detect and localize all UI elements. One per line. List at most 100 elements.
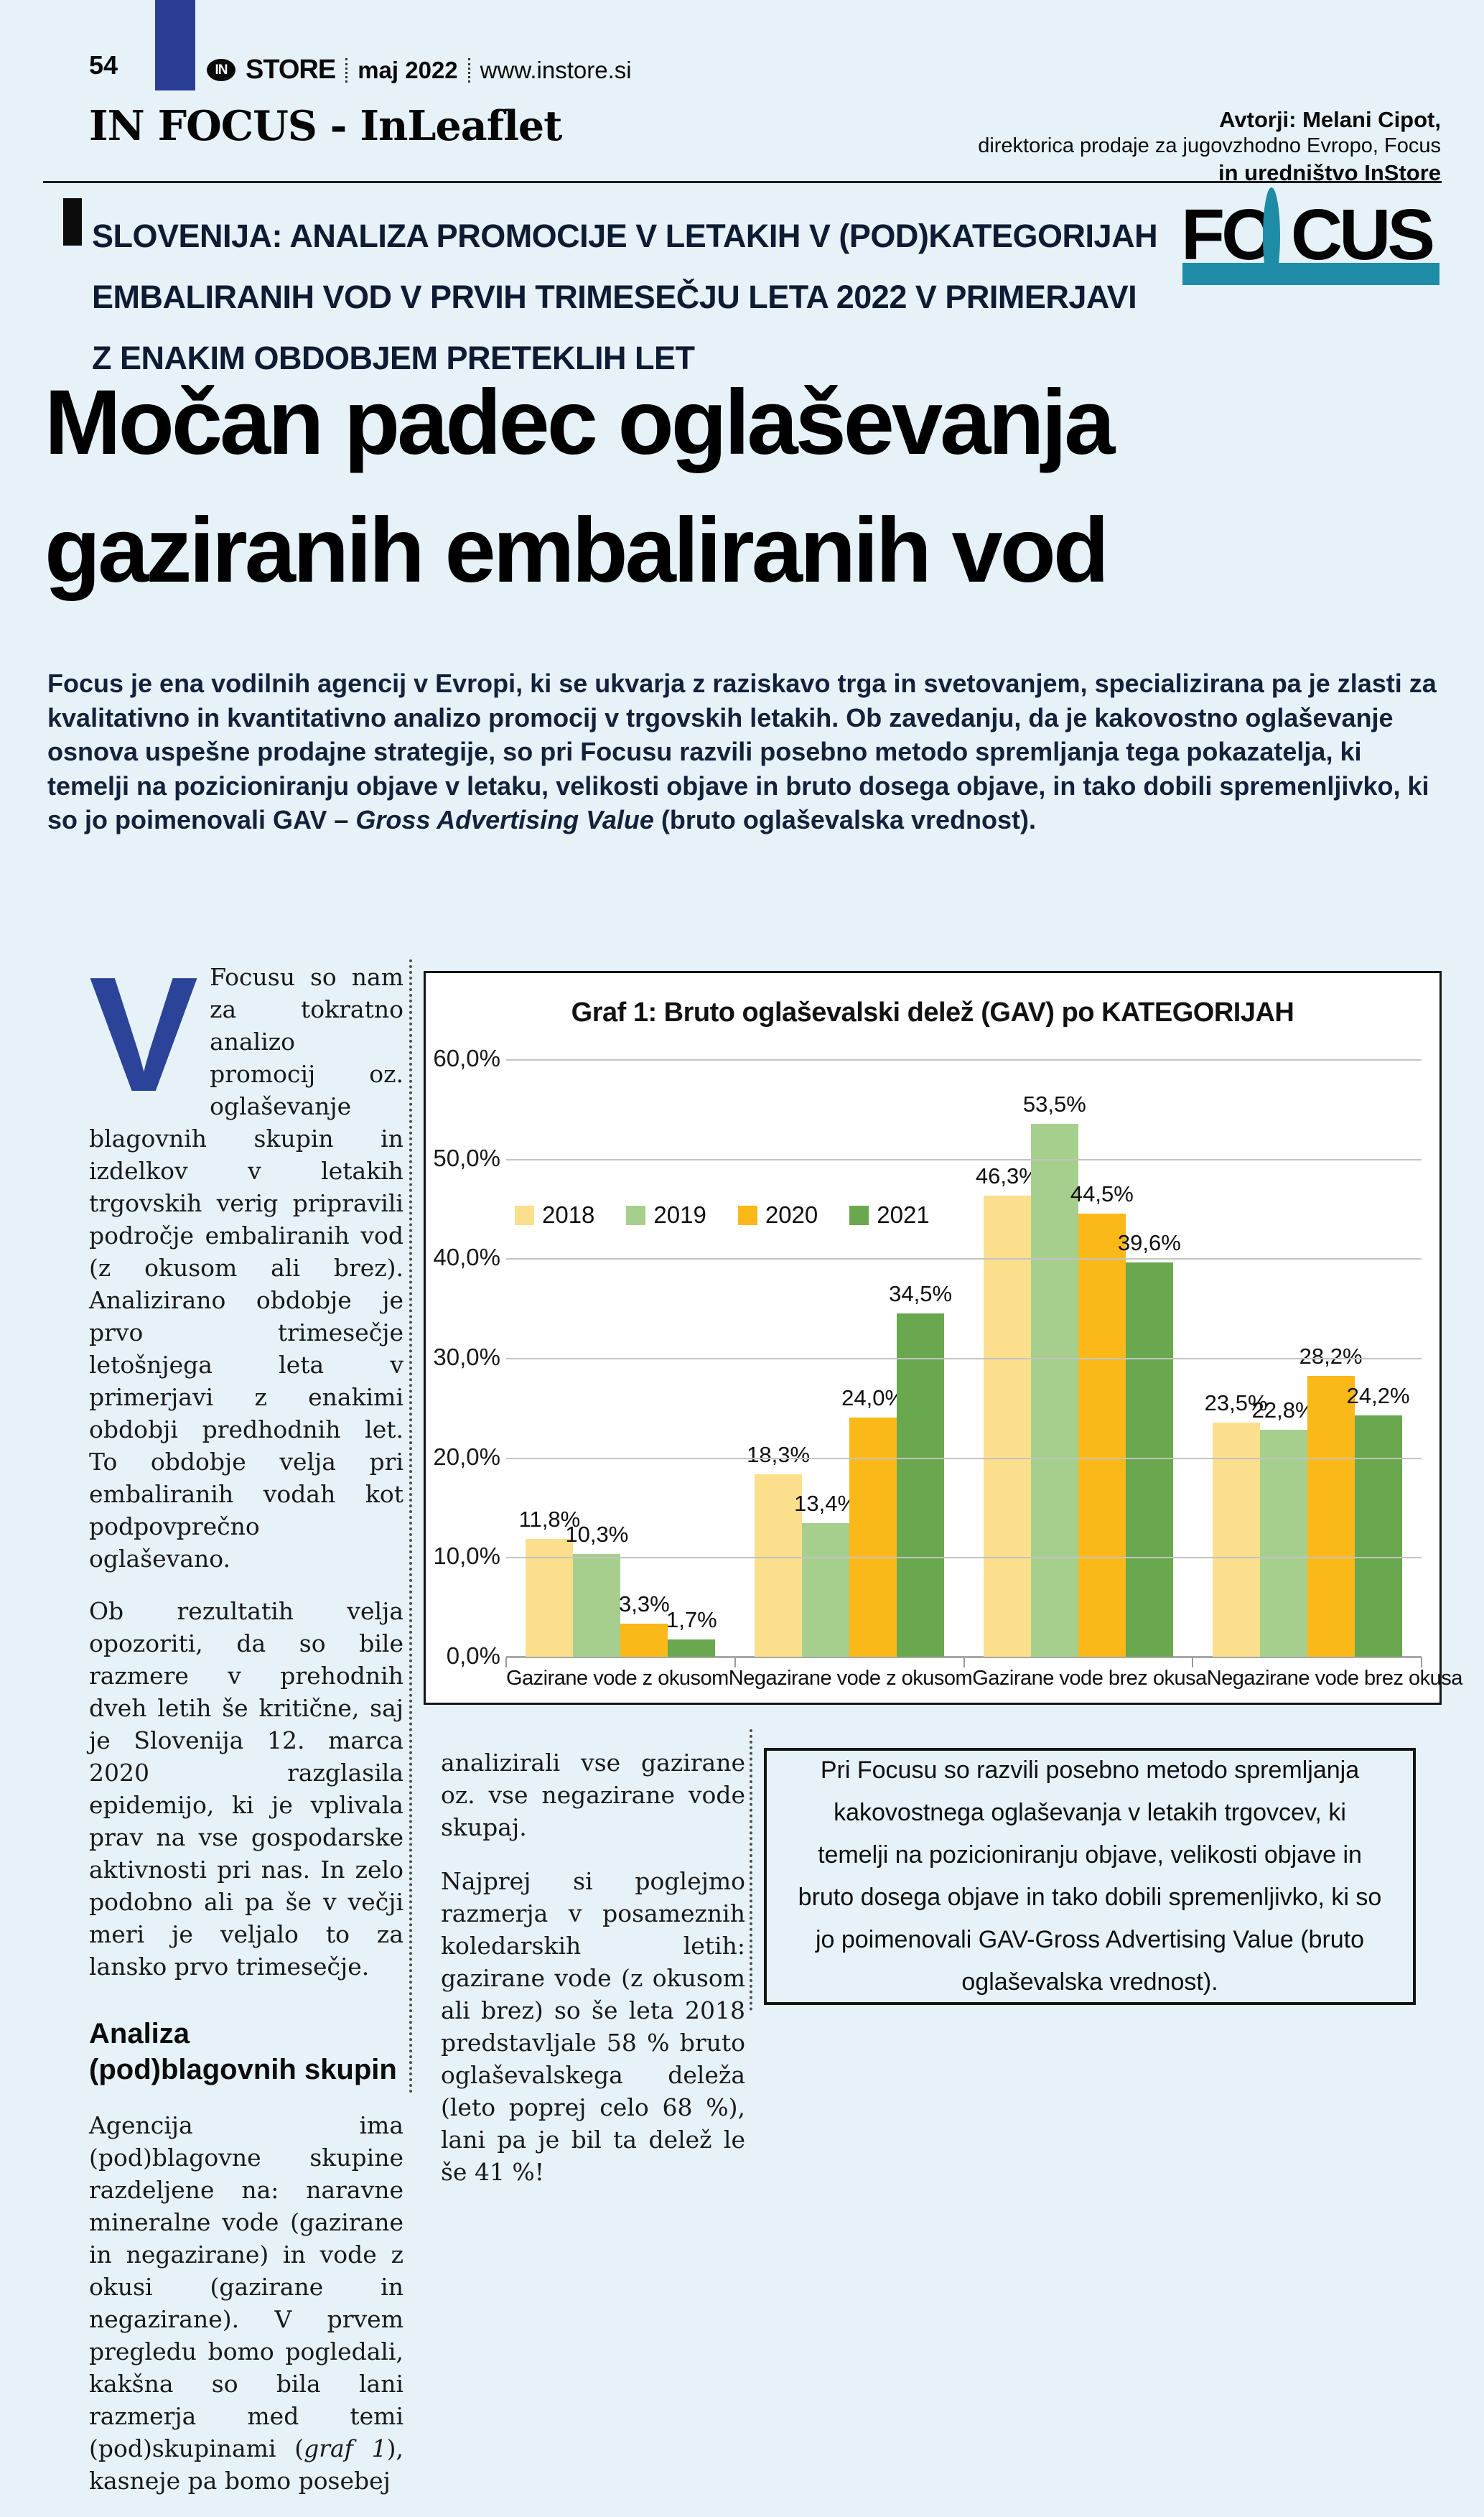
bar-value-label: 53,5% — [1022, 1092, 1086, 1117]
body-column-middle: analizirali vse gazirane oz. vse negazir… — [441, 1746, 745, 2210]
legend-item-2019: 2019 — [626, 1201, 706, 1229]
legend-label: 2020 — [765, 1201, 818, 1228]
bar-value-label: 39,6% — [1117, 1229, 1181, 1255]
masthead-website-link[interactable]: www.instore.si — [480, 56, 632, 83]
paragraph-1-text: Focusu so nam za tokratno analizo promoc… — [89, 963, 403, 1573]
legend-swatch-icon — [626, 1205, 646, 1225]
chart-legend: 2018 2019 2020 2021 — [515, 1201, 930, 1229]
intro-text-after: (bruto oglaševalska vrednost). — [653, 805, 1037, 834]
bar-value-label: 24,2% — [1346, 1383, 1410, 1409]
drop-cap: V — [89, 944, 199, 1126]
kicker-line3: Z ENAKIM OBDOBJEM PRETEKLIH LET — [92, 340, 695, 376]
bar-2021: 24,2% — [1347, 1383, 1410, 1657]
masthead-divider — [467, 57, 470, 83]
chart-bar-groups: 11,8% 10,3% 3,3% 1,7% 18,3% 13,4% 24,0% 34,5% 46… — [506, 1059, 1422, 1657]
focus-letter-o: O — [1221, 187, 1291, 285]
masthead-brand: STORE — [246, 55, 336, 85]
intro-paragraph: Focus je ena vodilnih agencij v Evropi, … — [47, 666, 1445, 837]
category-label: Negazirane vode z okusom — [728, 1667, 973, 1690]
bar-2019: 10,3% — [565, 1522, 628, 1657]
article-headline: Močan padec oglaševanja gaziranih embali… — [45, 359, 1115, 615]
bar-group: 18,3% 13,4% 24,0% 34,5% — [735, 1059, 964, 1657]
subheading: Analiza (pod)blagovnih skupin — [89, 2018, 397, 2085]
section-title: IN FOCUS - InLeaflet — [89, 102, 562, 150]
bar-value-label: 24,0% — [841, 1385, 905, 1411]
legend-swatch-icon — [849, 1205, 869, 1225]
bar-value-label: 13,4% — [794, 1491, 858, 1517]
bar-value-label: 23,5% — [1204, 1390, 1268, 1416]
bar-value-label: 18,3% — [747, 1442, 811, 1468]
masthead-blue-block — [155, 0, 195, 90]
headline-line2: gaziranih embaliranih vod — [45, 499, 1109, 602]
bar-value-label: 22,8% — [1251, 1397, 1315, 1423]
gridline-30 — [506, 1358, 1422, 1359]
paragraph-3: Agencija ima (pod)blagovne skupine razde… — [89, 2109, 403, 2497]
bar-2019: 22,8% — [1252, 1397, 1315, 1657]
headline-line1: Močan padec oglaševanja — [45, 371, 1115, 474]
chart-category-labels: Gazirane vode z okusom Negazirane vode z … — [506, 1667, 1462, 1690]
bar-2018: 46,3% — [976, 1163, 1039, 1657]
focus-logo: FO CUS — [1181, 187, 1445, 297]
body-column-left: V Focusu so nam za tokratno analizo promo… — [89, 944, 403, 2517]
legend-label: 2021 — [877, 1201, 930, 1228]
bar-2021: 1,7% — [666, 1607, 717, 1657]
chart-x-axis — [506, 1656, 1422, 1658]
x-axis-tick — [505, 1657, 507, 1667]
y-axis-tick-label: 10,0% — [433, 1543, 500, 1570]
magnifier-ring-icon — [1262, 187, 1280, 285]
kicker-line1: SLOVENIJA: ANALIZA PROMOCIJE V LETAKIH V… — [92, 218, 1158, 254]
gridline-40 — [506, 1258, 1422, 1260]
callout-text: Pri Focusu so razvili posebno metodo spr… — [798, 1757, 1382, 1996]
legend-item-2018: 2018 — [515, 1201, 594, 1229]
bar-group: 11,8% 10,3% 3,3% 1,7% — [506, 1059, 735, 1657]
bar-2019: 13,4% — [794, 1491, 857, 1657]
masthead-issue: maj 2022 — [358, 56, 458, 83]
bar-value-label: 44,5% — [1070, 1181, 1134, 1206]
bar-2021: 34,5% — [889, 1281, 952, 1657]
bar-2021: 39,6% — [1118, 1230, 1181, 1657]
bar-value-label: 10,3% — [565, 1522, 629, 1548]
x-axis-tick — [734, 1657, 736, 1667]
x-axis-tick — [1421, 1657, 1422, 1667]
authors-block: Avtorji: Melani Cipot, direktorica proda… — [978, 106, 1441, 186]
bar-value-label: 34,5% — [889, 1280, 953, 1306]
bar-2020: 28,2% — [1299, 1344, 1363, 1657]
kicker: SLOVENIJA: ANALIZA PROMOCIJE V LETAKIH V… — [92, 205, 1158, 389]
y-axis-tick-label: 60,0% — [433, 1045, 500, 1071]
header-rule — [43, 181, 1442, 183]
y-axis-tick-label: 20,0% — [433, 1443, 500, 1470]
authors-line1: Avtorji: Melani Cipot, — [1219, 107, 1441, 132]
masthead-divider — [345, 57, 348, 83]
masthead: IN STORE maj 2022 www.instore.si — [207, 55, 632, 85]
category-label: Gazirane vode brez okusa — [972, 1667, 1207, 1690]
bar-value-label: 3,3% — [619, 1591, 670, 1617]
kicker-line2: EMBALIRANIH VOD V PRVIH TRIMESEČJU LETA … — [92, 279, 1137, 315]
chart-plot-area: 11,8% 10,3% 3,3% 1,7% 18,3% 13,4% 24,0% 34,5% 46… — [433, 1045, 1422, 1669]
bar-value-label: 1,7% — [666, 1607, 717, 1633]
y-axis-tick-label: 0,0% — [446, 1642, 500, 1669]
gridline-10 — [506, 1557, 1422, 1559]
authors-line2: direktorica prodaje za jugovzhodno Evrop… — [978, 134, 1441, 157]
gridline-50 — [506, 1158, 1422, 1160]
paragraph-1: V Focusu so nam za tokratno analizo promo… — [89, 944, 403, 1575]
paragraph-3-text: Agencija ima (pod)blagovne skupine razde… — [89, 2111, 403, 2462]
y-axis-tick-label: 50,0% — [433, 1144, 500, 1171]
legend-swatch-icon — [737, 1205, 757, 1225]
instore-logo-icon: IN — [207, 59, 235, 81]
column-separator-right — [750, 1729, 752, 2011]
legend-swatch-icon — [515, 1205, 534, 1225]
bar-value-label: 11,8% — [518, 1507, 581, 1532]
paragraph-5: Najprej si poglejmo razmerja v posamezni… — [441, 1867, 745, 2186]
bar-value-label: 46,3% — [975, 1163, 1039, 1188]
gridline-20 — [506, 1457, 1422, 1459]
chart-title: Graf 1: Bruto oglaševalski delež (GAV) p… — [571, 997, 1294, 1028]
intro-text: Focus je ena vodilnih agencij v Evropi, … — [47, 669, 1437, 834]
focus-letter-f: F — [1181, 195, 1225, 275]
gridline-60 — [506, 1059, 1422, 1061]
paragraph-2: Ob rezultatih velja opozoriti, da so bil… — [89, 1597, 403, 1981]
focus-logo-bar — [1182, 263, 1439, 285]
legend-item-2021: 2021 — [849, 1201, 930, 1229]
bar-group: 46,3% 53,5% 44,5% 39,6% — [964, 1059, 1193, 1657]
bar-2018: 18,3% — [747, 1442, 810, 1657]
legend-item-2020: 2020 — [737, 1201, 818, 1229]
